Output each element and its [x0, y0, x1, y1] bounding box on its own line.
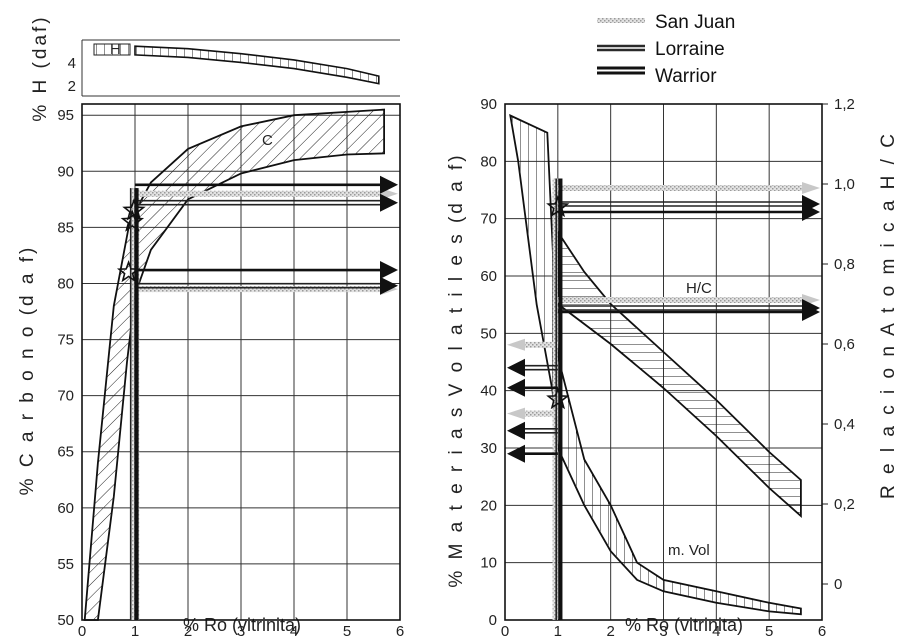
volatiles-y2tick-0: 1,2 [834, 96, 855, 113]
hc-band [556, 229, 802, 518]
legend-swatch-san-juan [597, 18, 645, 23]
volatiles-xtick-4: 4 [712, 623, 720, 639]
volatiles-san-juan-hc-arrow-0-shaft [557, 185, 802, 191]
carbon-plot-frame [81, 103, 401, 621]
volatiles-xtick-2: 2 [606, 623, 614, 639]
carbon-ytick-7: 60 [57, 500, 74, 517]
volatiles-lorraine-vol-arrow-0-head [507, 358, 525, 377]
volatiles-san-juan-vol-arrow-0-head [507, 338, 525, 351]
legend-label-warrior: Warrior [655, 66, 717, 87]
carbon-xtick-2: 2 [184, 623, 192, 639]
carbon-ytick-8: 55 [57, 556, 74, 573]
volatiles-y2tick-6: 0 [834, 576, 842, 593]
volatiles-panel: % M a t e r i a s V o l a t i l e s (d a… [446, 131, 899, 635]
volatiles-y2tick-4: 0,4 [834, 416, 855, 433]
carbon-ylabel: % C a r b o n o (d a f) [17, 245, 38, 496]
volatiles-lorraine-vol-arrow-1-head [507, 421, 525, 440]
volatiles-warrior-hc-arrow-1-head [802, 303, 820, 321]
volatiles-warrior-marker-0 [546, 194, 570, 218]
volatiles-ytick-1: 80 [480, 153, 497, 170]
legend-label-lorraine: Lorraine [655, 39, 725, 60]
carbon-band [83, 108, 385, 621]
volatiles-warrior-vol-arrow-0-head [507, 378, 525, 397]
hydrogen-ylabel: % H (daf) [30, 14, 51, 121]
volatiles-ytick-2: 70 [480, 211, 497, 228]
carbon-ytick-5: 70 [57, 388, 74, 405]
volatiles-san-juan-vol-arrow-0-shaft [525, 341, 558, 348]
carbon-warrior-arrow-1-head [380, 261, 398, 280]
volatiles-san-juan-vol-arrow-1-shaft [525, 410, 558, 417]
hydrogen-short-band [93, 43, 131, 56]
volatiles-san-juan-hc-arrow-0-head [802, 182, 820, 194]
carbon-xtick-1: 1 [131, 623, 139, 639]
volatiles-xtick-5: 5 [765, 623, 773, 639]
volatiles-xtick-0: 0 [501, 623, 509, 639]
volatiles-xtick-6: 6 [818, 623, 826, 639]
carbon-san-juan-arrow-1-shaft [135, 286, 380, 293]
volatiles-ytick-3: 60 [480, 268, 497, 285]
volatiles-ytick-0: 90 [480, 96, 497, 113]
carbon-lorraine-arrow-1-head [380, 276, 398, 295]
vol-band-label: m. Vol [668, 542, 710, 559]
carbon-xtick-0: 0 [78, 623, 86, 639]
volatiles-y2tick-3: 0,6 [834, 336, 855, 353]
hydrogen-ytick-2: 2 [68, 78, 76, 95]
hydrogen-band [134, 45, 380, 85]
carbon-ytick-2: 85 [57, 219, 74, 236]
legend: San Juan Lorraine Warrior [597, 12, 735, 87]
carbon-ytick-6: 65 [57, 444, 74, 461]
hydrogen-panel: 4 2 % H (daf) H [30, 14, 400, 122]
volatiles-y2label: R e l a c i o n A t o m i c a H / C [878, 131, 899, 499]
carbon-ytick-3: 80 [57, 275, 74, 292]
legend-label-san-juan: San Juan [655, 12, 735, 33]
volatiles-plot-frame [504, 103, 823, 621]
volatiles-y2tick-1: 1,0 [834, 176, 855, 193]
carbon-warrior-marker-0 [122, 198, 146, 221]
carbon-warrior-arrow-0-head [380, 175, 398, 194]
volatiles-san-juan-vol-arrow-1-head [507, 407, 525, 420]
hydrogen-ytick-4: 4 [68, 55, 76, 72]
volatiles-y2tick-5: 0,2 [834, 496, 855, 513]
carbon-ytick-4: 75 [57, 332, 74, 349]
carbon-xtick-6: 6 [396, 623, 404, 639]
volatiles-ytick-9: 0 [489, 612, 497, 629]
volatiles-san-juan-hc-arrow-1-shaft [557, 297, 802, 303]
carbon-san-juan-arrow-0-shaft [135, 190, 380, 197]
volatiles-lorraine-marker-0 [546, 387, 570, 410]
carbon-ytick-1: 90 [57, 163, 74, 180]
volatiles-xlabel: % Ro (vitrinita) [625, 615, 743, 635]
carbon-lorraine-arrow-0-head [380, 193, 398, 212]
volatiles-warrior-hc-arrow-0-head [802, 203, 820, 221]
volatiles-xtick-3: 3 [659, 623, 667, 639]
hydrogen-band-label: H [110, 41, 121, 58]
carbon-xtick-4: 4 [290, 623, 298, 639]
volatiles-ytick-8: 10 [480, 555, 497, 572]
volatiles-ytick-7: 20 [480, 497, 497, 514]
volatiles-ylabel: % M a t e r i a s V o l a t i l e s (d a… [446, 152, 467, 587]
carbon-xtick-5: 5 [343, 623, 351, 639]
volatiles-ytick-4: 50 [480, 325, 497, 342]
volatiles-san-juan-ro-strip [552, 178, 558, 621]
volatiles-warrior-vol-arrow-1-head [507, 444, 525, 463]
volatiles-y2tick-2: 0,8 [834, 256, 855, 273]
carbon-ytick-9: 50 [57, 612, 74, 629]
hc-band-label: H/C [686, 280, 712, 297]
volatiles-xtick-1: 1 [554, 623, 562, 639]
volatiles-ytick-6: 30 [480, 440, 497, 457]
volatiles-ytick-5: 40 [480, 383, 497, 400]
carbon-ytick-0: 95 [57, 107, 74, 124]
carbon-xtick-3: 3 [237, 623, 245, 639]
